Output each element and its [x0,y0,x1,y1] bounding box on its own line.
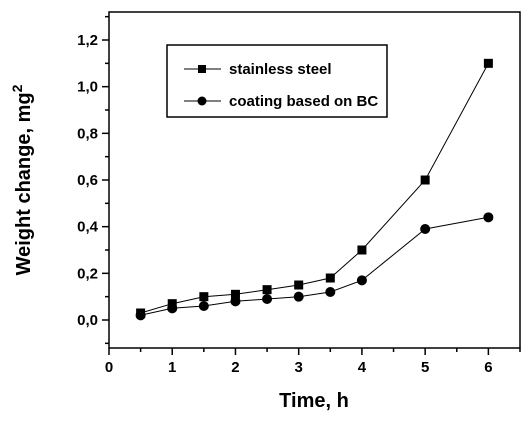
data-point-circle [135,310,146,321]
data-point-square [325,273,335,283]
data-point-square [230,289,240,299]
x-axis-title: Time, h [279,390,349,412]
series-coating [135,212,494,321]
y-tick-label: 0,0 [77,312,98,329]
x-tick-label: 6 [484,359,492,376]
legend-label-stainless-steel: stainless steel [229,61,332,78]
y-tick-label: 0,6 [77,172,98,189]
x-tick-label: 5 [421,359,429,376]
y-tick-label: 1,0 [77,79,98,96]
x-tick-label: 0 [105,359,113,376]
data-point-circle [420,224,431,234]
y-axis-title-superscript: 2 [9,84,25,92]
data-point-square [262,285,272,295]
x-tick-label: 1 [168,359,176,376]
legend-marker-square [198,65,206,73]
data-point-square [199,292,209,302]
legend-label-coating: coating based on BC [229,93,378,110]
y-tick-label: 0,2 [77,265,98,282]
series-layer [135,58,494,321]
data-point-circle [167,303,178,314]
y-axis-title-main: Weight change, mg [13,92,35,275]
y-tick-label: 0,4 [77,219,99,236]
data-point-square [357,245,367,255]
ticks-layer: 0 1 2 3 4 5 6 0,0 0,2 0,4 0,6 0,8 1,0 1,2 [77,15,521,376]
y-axis-title: Weight change, mg2 [9,84,35,275]
data-point-circle [198,301,209,311]
data-point-circle [483,212,494,223]
data-point-square [420,175,430,185]
y-tick-label: 1,2 [77,32,98,49]
legend-marker-circle [197,96,207,106]
x-tick-label: 3 [295,359,303,376]
y-tick-label: 0,8 [77,125,98,142]
data-point-circle [356,275,367,286]
series-line [140,216,489,316]
data-point-square [483,58,493,68]
data-point-circle [230,296,241,307]
data-point-circle [325,287,336,297]
x-tick-label: 2 [231,359,239,376]
data-point-square [294,280,304,290]
data-point-circle [262,294,273,304]
series-line [140,63,489,314]
data-point-circle [293,291,304,302]
legend: stainless steel coating based on BC [166,44,388,118]
x-tick-label: 4 [358,359,367,376]
